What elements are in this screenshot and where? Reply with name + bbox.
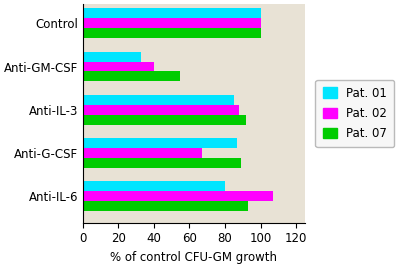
Bar	[82, 191, 273, 201]
Legend: Pat. 01, Pat. 02, Pat. 07: Pat. 01, Pat. 02, Pat. 07	[316, 80, 394, 147]
Bar	[82, 18, 260, 28]
Bar	[82, 28, 260, 38]
Bar	[82, 158, 241, 168]
Bar	[82, 148, 202, 158]
Bar	[82, 138, 238, 148]
Bar	[82, 72, 180, 81]
Bar	[82, 181, 225, 191]
Bar	[82, 105, 239, 115]
X-axis label: % of control CFU-GM growth: % of control CFU-GM growth	[110, 251, 277, 264]
Bar	[82, 115, 246, 125]
Bar	[82, 9, 260, 18]
Bar	[82, 95, 234, 105]
Bar	[82, 62, 154, 72]
Bar	[82, 52, 141, 62]
Bar	[82, 201, 248, 211]
